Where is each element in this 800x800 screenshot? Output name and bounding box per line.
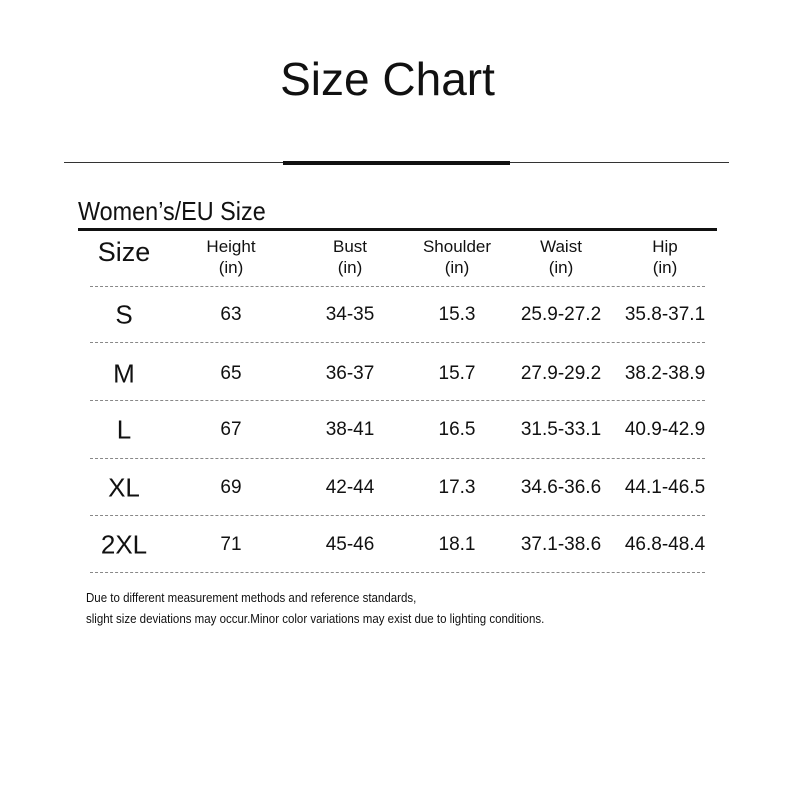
table-cell: 38.2-38.9: [624, 363, 706, 384]
page-title: Size Chart: [280, 53, 495, 105]
column-header-unit: (in): [652, 258, 678, 277]
table-cell: 31.5-33.1: [520, 419, 602, 440]
table-cell: 69: [220, 477, 242, 498]
column-header: Size: [64, 239, 184, 266]
column-header-label: Height: [206, 237, 256, 256]
row-divider: [90, 458, 705, 459]
column-header-label: Size: [97, 237, 151, 267]
table-cell: 42-44: [325, 477, 375, 498]
size-label: L: [116, 414, 132, 445]
row-divider: [90, 515, 705, 516]
column-header-label: Waist: [540, 237, 582, 256]
column-header: Bust (in): [290, 236, 410, 278]
note-line-1: Due to different measurement methods and…: [86, 591, 417, 605]
table-cell: 67: [220, 419, 242, 440]
column-header: Hip (in): [605, 236, 725, 278]
table-cell: 18.1: [438, 534, 476, 555]
size-label: S: [115, 299, 133, 330]
size-label: 2XL: [100, 529, 148, 560]
divider-accent: [283, 161, 510, 165]
column-header-label: Shoulder: [422, 237, 492, 256]
column-header-unit: (in): [337, 258, 363, 277]
column-header: Waist (in): [501, 236, 621, 278]
table-cell: 34-35: [325, 304, 375, 325]
row-divider: [90, 572, 705, 573]
table-cell: 40.9-42.9: [624, 419, 706, 440]
table-cell: 25.9-27.2: [520, 304, 602, 325]
column-header-label: Hip: [652, 237, 678, 256]
table-cell: 65: [220, 363, 242, 384]
table-cell: 34.6-36.6: [520, 477, 602, 498]
table-cell: 15.7: [438, 363, 476, 384]
table-cell: 71: [220, 534, 242, 555]
column-header-unit: (in): [444, 258, 470, 277]
table-cell: 15.3: [438, 304, 476, 325]
row-divider: [90, 286, 705, 287]
column-header-label: Bust: [332, 237, 368, 256]
table-cell: 44.1-46.5: [624, 477, 706, 498]
table-cell: 46.8-48.4: [624, 534, 706, 555]
column-header-unit: (in): [218, 258, 244, 277]
row-divider: [90, 342, 705, 343]
table-cell: 37.1-38.6: [520, 534, 602, 555]
size-label: M: [113, 358, 135, 389]
row-divider: [90, 400, 705, 401]
column-header-unit: (in): [548, 258, 574, 277]
section-title: Women’s/EU Size: [78, 196, 266, 226]
table-cell: 36-37: [325, 363, 375, 384]
column-header: Height (in): [171, 236, 291, 278]
table-cell: 63: [220, 304, 242, 325]
table-cell: 38-41: [325, 419, 375, 440]
table-cell: 27.9-29.2: [520, 363, 602, 384]
section-divider: [78, 228, 717, 231]
size-label: XL: [108, 472, 140, 503]
table-cell: 45-46: [325, 534, 375, 555]
table-cell: 17.3: [438, 477, 476, 498]
table-cell: 35.8-37.1: [624, 304, 706, 325]
column-header: Shoulder (in): [397, 236, 517, 278]
note-line-2: slight size deviations may occur.Minor c…: [86, 612, 545, 626]
table-cell: 16.5: [438, 419, 476, 440]
